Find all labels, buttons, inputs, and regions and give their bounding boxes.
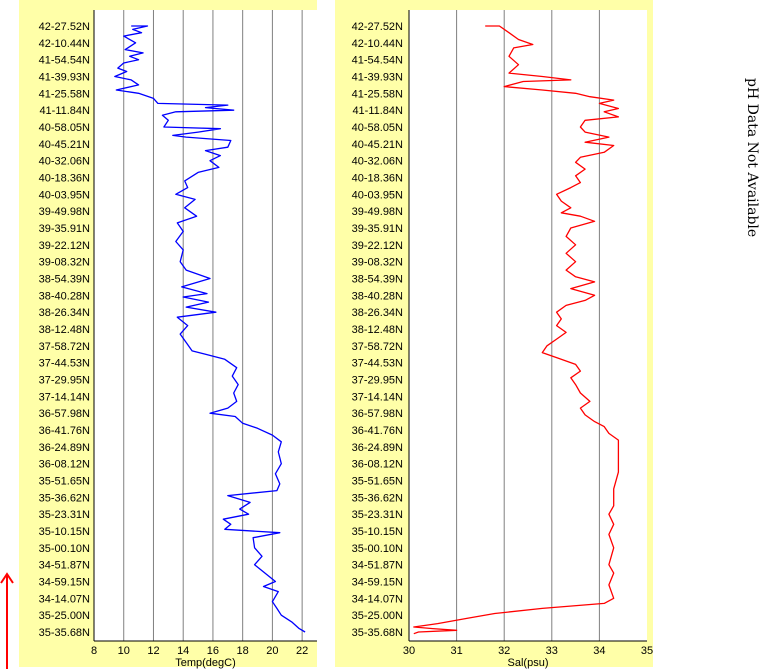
y-tick-label: 39-08.32N xyxy=(39,257,90,269)
x-tick-label: 30 xyxy=(403,645,415,657)
y-tick-label: 41-54.54N xyxy=(352,55,403,67)
y-tick-label: 40-32.06N xyxy=(39,156,90,168)
y-tick-label: 41-25.58N xyxy=(352,88,403,100)
y-tick-label: 38-40.28N xyxy=(39,290,90,302)
y-tick-label: 35-51.65N xyxy=(39,476,90,488)
y-tick-label: 41-39.93N xyxy=(39,72,90,84)
y-tick-label: 35-36.62N xyxy=(352,492,403,504)
y-tick-label: 42-10.44N xyxy=(39,38,90,50)
x-tick-label: 16 xyxy=(207,645,219,657)
ph-note-text: pH Data Not Available xyxy=(744,78,760,238)
y-tick-label: 35-10.15N xyxy=(352,526,403,538)
y-tick-label: 41-11.84N xyxy=(39,105,90,117)
y-tick-label: 34-59.15N xyxy=(352,577,403,589)
y-tick-label: 35-25.00N xyxy=(352,610,403,622)
y-tick-label: 40-45.21N xyxy=(39,139,90,151)
y-tick-label: 37-44.53N xyxy=(352,358,403,370)
y-tick-label: 38-54.39N xyxy=(352,274,403,286)
y-tick-label: 36-08.12N xyxy=(39,459,90,471)
y-tick-label: 39-35.91N xyxy=(352,223,403,235)
y-tick-label: 35-00.10N xyxy=(352,543,403,555)
y-tick-label: 34-14.07N xyxy=(352,593,403,605)
x-tick-label: 22 xyxy=(296,645,308,657)
y-tick-label: 36-24.89N xyxy=(352,442,403,454)
y-tick-label: 39-08.32N xyxy=(352,257,403,269)
y-tick-label: 37-14.14N xyxy=(39,391,90,403)
y-tick-label: 42-27.52N xyxy=(39,21,90,33)
y-tick-label: 39-49.98N xyxy=(39,206,90,218)
y-tick-label: 40-03.95N xyxy=(352,189,403,201)
y-tick-label: 40-45.21N xyxy=(352,139,403,151)
y-tick-label: 37-29.95N xyxy=(352,375,403,387)
y-tick-label: 42-27.52N xyxy=(352,21,403,33)
y-tick-label: 35-51.65N xyxy=(352,476,403,488)
x-tick-label: 31 xyxy=(450,645,462,657)
plot-area xyxy=(409,10,647,641)
x-tick-label: 35 xyxy=(641,645,653,657)
x-tick-label: 20 xyxy=(266,645,278,657)
y-tick-label: 36-24.89N xyxy=(39,442,90,454)
y-tick-label: 41-39.93N xyxy=(352,72,403,84)
y-tick-label: 36-08.12N xyxy=(352,459,403,471)
y-tick-label: 39-35.91N xyxy=(39,223,90,235)
y-tick-label: 35-23.31N xyxy=(352,509,403,521)
x-axis-label: Temp(degC) xyxy=(175,657,236,669)
y-tick-label: 40-03.95N xyxy=(39,189,90,201)
y-tick-label: 40-58.05N xyxy=(39,122,90,134)
y-tick-label: 37-44.53N xyxy=(39,358,90,370)
x-tick-label: 8 xyxy=(91,645,97,657)
up-arrow-icon xyxy=(0,572,14,669)
y-tick-label: 39-22.12N xyxy=(352,240,403,252)
y-tick-label: 35-36.62N xyxy=(39,492,90,504)
y-tick-label: 41-54.54N xyxy=(39,55,90,67)
y-tick-label: 41-11.84N xyxy=(352,105,403,117)
y-tick-label: 34-14.07N xyxy=(39,593,90,605)
y-tick-label: 40-58.05N xyxy=(352,122,403,134)
y-tick-label: 38-26.34N xyxy=(39,307,90,319)
side-note: pH Data Not Available xyxy=(740,78,760,268)
y-tick-label: 42-10.44N xyxy=(352,38,403,50)
x-axis-label: Sal(psu) xyxy=(508,657,549,669)
y-tick-label: 41-25.58N xyxy=(39,88,90,100)
y-tick-label: 38-54.39N xyxy=(39,274,90,286)
y-tick-label: 36-57.98N xyxy=(39,408,90,420)
y-tick-label: 38-26.34N xyxy=(352,307,403,319)
y-tick-label: 37-29.95N xyxy=(39,375,90,387)
x-tick-label: 34 xyxy=(593,645,605,657)
y-tick-label: 39-49.98N xyxy=(352,206,403,218)
x-tick-label: 10 xyxy=(118,645,130,657)
y-tick-label: 36-57.98N xyxy=(352,408,403,420)
y-tick-label: 35-25.00N xyxy=(39,610,90,622)
series-line xyxy=(413,25,620,635)
y-tick-label: 37-58.72N xyxy=(39,341,90,353)
y-tick-label: 38-40.28N xyxy=(352,290,403,302)
y-tick-label: 34-59.15N xyxy=(39,577,90,589)
y-tick-label: 35-35.68N xyxy=(352,627,403,639)
y-tick-label: 36-41.76N xyxy=(39,425,90,437)
y-tick-label: 37-58.72N xyxy=(352,341,403,353)
x-tick-label: 33 xyxy=(546,645,558,657)
y-tick-label: 40-32.06N xyxy=(352,156,403,168)
y-tick-label: 38-12.48N xyxy=(39,324,90,336)
plot-area xyxy=(94,10,317,641)
y-tick-label: 40-18.36N xyxy=(39,173,90,185)
y-tick-label: 40-18.36N xyxy=(352,173,403,185)
y-tick-label: 35-35.68N xyxy=(39,627,90,639)
y-tick-label: 35-23.31N xyxy=(39,509,90,521)
y-tick-label: 39-22.12N xyxy=(39,240,90,252)
y-tick-label: 35-00.10N xyxy=(39,543,90,555)
x-tick-label: 12 xyxy=(147,645,159,657)
x-tick-label: 32 xyxy=(498,645,510,657)
y-tick-label: 38-12.48N xyxy=(352,324,403,336)
y-tick-label: 37-14.14N xyxy=(352,391,403,403)
x-tick-label: 14 xyxy=(177,645,189,657)
series-line xyxy=(114,25,306,633)
y-tick-label: 34-51.87N xyxy=(39,560,90,572)
y-tick-label: 35-10.15N xyxy=(39,526,90,538)
y-tick-label: 36-41.76N xyxy=(352,425,403,437)
x-tick-label: 18 xyxy=(237,645,249,657)
y-tick-label: 34-51.87N xyxy=(352,560,403,572)
